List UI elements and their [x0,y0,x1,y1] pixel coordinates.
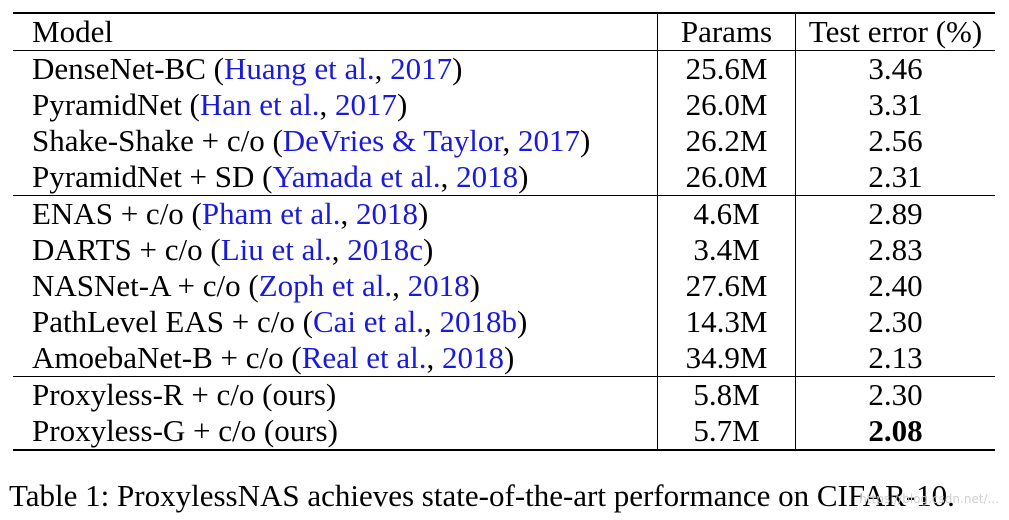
error-cell: 2.30 [795,376,995,413]
model-cell: Shake-Shake + c/o (DeVries & Taylor, 201… [32,123,591,158]
table-row: Proxyless-R + c/o (ours) 5.8M 2.30 [13,376,995,413]
model-cell: PathLevel EAS + c/o (Cai et al., 2018b) [32,304,528,339]
citation-link[interactable]: Yamada et al. [272,159,441,194]
model-cell: Proxyless-R + c/o (ours) [13,376,658,413]
params-cell: 26.2M [657,123,796,159]
model-cell: PyramidNet (Han et al., 2017) [32,87,408,122]
table-row: DARTS + c/o (Liu et al., 2018c) 3.4M 2.8… [13,232,995,268]
model-cell: PyramidNet + SD (Yamada et al., 2018) [32,159,529,194]
params-cell: 5.7M [657,413,796,451]
citation-year-link[interactable]: 2018 [456,159,519,194]
watermark: https://blog.csdn.net/... [859,492,999,506]
model-cell: ENAS + c/o (Pham et al., 2018) [13,195,658,232]
error-cell: 3.46 [795,50,995,87]
citation-year-link[interactable]: 2017 [518,123,580,158]
error-cell: 2.56 [795,123,995,159]
error-cell: 2.89 [795,195,995,232]
model-cell: DenseNet-BC (Huang et al., 2017) [32,51,463,86]
header-test-error: Test error (%) [795,13,995,51]
citation-year-link[interactable]: 2018 [442,340,505,375]
error-cell: 2.30 [795,304,995,340]
params-cell: 34.9M [657,340,796,377]
table-row: NASNet-A + c/o (Zoph et al., 2018) 27.6M… [13,268,995,304]
params-cell: 3.4M [657,232,796,268]
citation-year-link[interactable]: 2018b [439,304,517,339]
table-row: AmoebaNet-B + c/o (Real et al., 2018) 34… [13,340,995,377]
citation-year-link[interactable]: 2018c [347,232,424,267]
params-cell: 26.0M [657,159,796,196]
citation-link[interactable]: Huang et al. [223,51,375,86]
results-table: Model Params Test error (%) DenseNet-BC … [13,12,995,451]
table-row: PathLevel EAS + c/o (Cai et al., 2018b) … [13,304,995,340]
header-params: Params [657,13,796,51]
error-cell: 2.31 [795,159,995,196]
params-cell: 14.3M [657,304,796,340]
params-cell: 27.6M [657,268,796,304]
model-cell: AmoebaNet-B + c/o (Real et al., 2018) [32,340,515,375]
table-row: DenseNet-BC (Huang et al., 2017) 25.6M 3… [13,50,995,87]
citation-link[interactable]: Han et al. [199,87,320,122]
table-row: Proxyless-G + c/o (ours) 5.7M 2.08 [13,413,995,451]
model-cell: Proxyless-G + c/o (ours) [13,413,658,451]
table-row: ENAS + c/o (Pham et al., 2018) 4.6M 2.89 [13,195,995,232]
model-cell: NASNet-A + c/o (Zoph et al., 2018) [32,268,480,303]
error-cell: 2.83 [795,232,995,268]
table-row: Shake-Shake + c/o (DeVries & Taylor, 201… [13,123,995,159]
citation-year-link[interactable]: 2018 [356,196,418,231]
params-cell: 25.6M [657,50,796,87]
table-row: PyramidNet (Han et al., 2017) 26.0M 3.31 [13,87,995,123]
citation-link[interactable]: Pham et al. [201,196,341,231]
params-cell: 4.6M [657,195,796,232]
header-model: Model [32,14,113,49]
table-header-row: Model Params Test error (%) [13,13,995,51]
citation-link[interactable]: Cai et al. [312,304,424,339]
error-cell: 3.31 [795,87,995,123]
params-cell: 5.8M [657,376,796,413]
error-cell: 2.40 [795,268,995,304]
params-cell: 26.0M [657,87,796,123]
citation-link[interactable]: DeVries & Taylor [282,123,503,158]
error-cell: 2.13 [795,340,995,377]
model-cell: DARTS + c/o (Liu et al., 2018c) [32,232,434,267]
citation-link[interactable]: Zoph et al. [258,268,393,303]
citation-year-link[interactable]: 2017 [335,87,398,122]
error-cell-best: 2.08 [795,413,995,451]
table-caption: Table 1: ProxylessNAS achieves state-of-… [9,478,955,513]
citation-link[interactable]: Real et al. [301,340,427,375]
table-row: PyramidNet + SD (Yamada et al., 2018) 26… [13,159,995,196]
citation-link[interactable]: Liu et al. [220,232,332,267]
citation-year-link[interactable]: 2017 [390,51,453,86]
citation-year-link[interactable]: 2018 [407,268,470,303]
results-table-container: Model Params Test error (%) DenseNet-BC … [13,12,995,451]
